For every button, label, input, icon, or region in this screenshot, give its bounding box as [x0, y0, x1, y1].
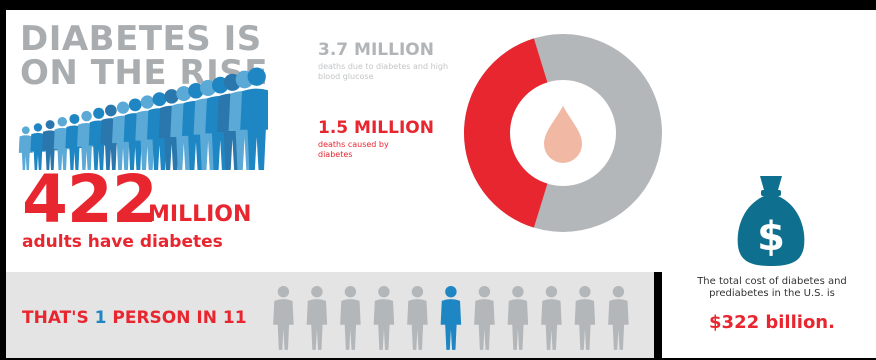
- person-icon: [474, 286, 495, 350]
- headline-line-1: DIABETES IS: [20, 19, 262, 59]
- donut-diabetes-segment: [464, 38, 549, 228]
- deaths-total-caption: deaths due to diabetes and high blood gl…: [318, 62, 449, 81]
- person-icon: [373, 286, 395, 350]
- crowd-person-icon: [240, 67, 268, 170]
- people-crowd-icon: [18, 67, 268, 170]
- crowd-person-icon: [30, 123, 46, 170]
- money-bag-icon: $: [737, 176, 805, 266]
- deaths-diabetes-caption: deaths caused by diabetes: [318, 140, 389, 159]
- person-icon: [541, 286, 562, 350]
- adults-number: 422: [22, 161, 158, 238]
- ratio-text: THAT'S 1 PERSON IN 11: [22, 308, 247, 328]
- crowd-person-icon: [42, 120, 59, 170]
- cost-value: $322 billion.: [709, 312, 835, 333]
- person-icon: [340, 286, 361, 350]
- cost-caption: The total cost of diabetes and prediabet…: [697, 276, 847, 299]
- adults-caption: adults have diabetes: [22, 232, 223, 252]
- person-highlight-icon: [440, 286, 462, 350]
- adults-unit: MILLION: [148, 202, 252, 227]
- ratio-prefix: THAT'S: [22, 308, 95, 328]
- deaths-donut-chart: [464, 34, 662, 232]
- person-icon: [507, 286, 529, 350]
- person-icon: [306, 286, 328, 350]
- deaths-total-number: 3.7 MILLION: [318, 40, 434, 60]
- blood-drop-icon: [544, 106, 582, 163]
- ratio-suffix: PERSON IN 11: [106, 308, 247, 328]
- person-icons-row: [273, 286, 629, 350]
- person-icon: [574, 286, 596, 350]
- person-icon: [407, 286, 428, 350]
- person-icon: [273, 286, 294, 350]
- svg-text:$: $: [757, 214, 785, 260]
- person-icon: [608, 286, 629, 350]
- ratio-highlight: 1: [94, 308, 107, 328]
- crowd-person-icon: [18, 126, 33, 170]
- deaths-diabetes-number: 1.5 MILLION: [318, 118, 434, 138]
